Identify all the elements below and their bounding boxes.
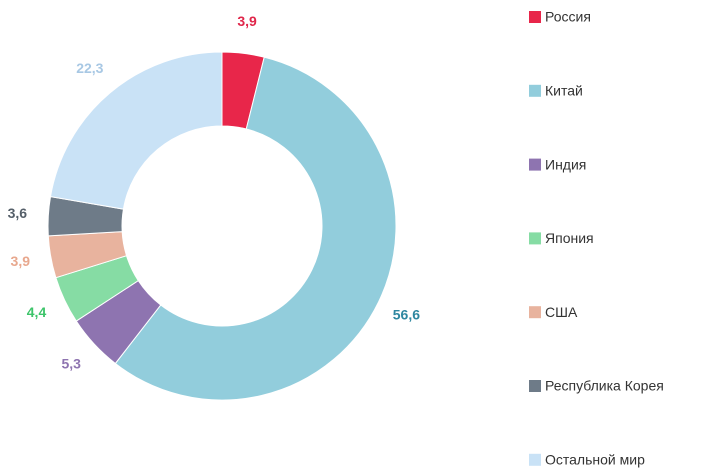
- legend-label: Россия: [545, 9, 591, 25]
- legend-label: Япония: [545, 230, 594, 246]
- legend-label: Остальной мир: [545, 452, 645, 468]
- legend-label: Индия: [545, 156, 586, 172]
- legend-swatch: [529, 232, 541, 245]
- donut-slice: [114, 56, 397, 401]
- legend-label: Китай: [545, 83, 583, 99]
- legend-label: США: [545, 304, 578, 320]
- value-label: 22,3: [76, 60, 103, 76]
- donut-slice: [49, 51, 223, 210]
- legend-swatch: [529, 453, 541, 466]
- legend-swatch: [529, 84, 541, 97]
- value-label: 56,6: [393, 306, 420, 322]
- value-label: 3,9: [237, 13, 257, 29]
- legend-swatch: [529, 306, 541, 319]
- legend-label: Республика Корея: [545, 378, 664, 394]
- value-label: 3,9: [11, 253, 31, 269]
- value-label: 5,3: [62, 356, 82, 372]
- legend-swatch: [529, 158, 541, 171]
- legend-swatch: [529, 11, 541, 23]
- value-label: 4,4: [27, 304, 47, 320]
- legend-swatch: [529, 380, 541, 392]
- value-label: 3,6: [8, 205, 28, 221]
